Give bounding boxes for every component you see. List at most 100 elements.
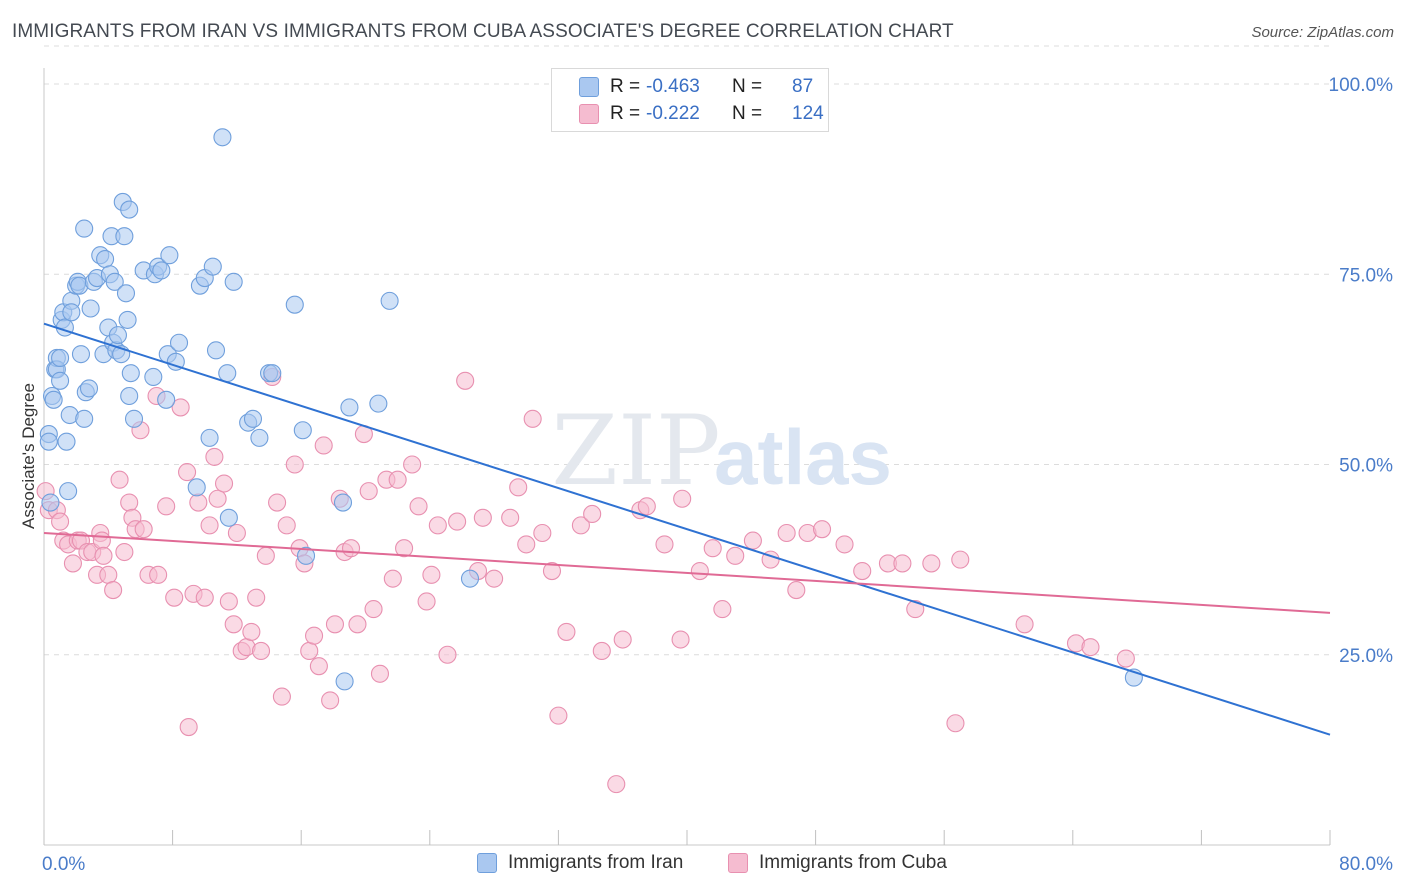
y-tick-label-25: 25.0% <box>1339 646 1393 667</box>
iran-point-61 <box>200 428 219 447</box>
iran-point-17 <box>62 303 81 322</box>
legend-label-cuba: Immigrants from Cuba <box>759 852 947 873</box>
cuba-point-47 <box>256 546 275 565</box>
axes <box>43 68 1331 846</box>
stats-row-iran: R = -0.463 N = 87 <box>552 74 828 100</box>
iran-point-14 <box>59 482 78 501</box>
cuba-point-50 <box>272 687 291 706</box>
iran-point-73 <box>285 295 304 314</box>
cuba-point-108 <box>777 523 796 543</box>
cuba-point-106 <box>743 531 762 550</box>
cuba-point-74 <box>409 497 428 516</box>
iran-point-81 <box>460 569 480 588</box>
iran-point-45 <box>120 386 139 406</box>
cuba-point-116 <box>906 600 925 619</box>
cuba-point-34 <box>195 588 214 607</box>
tick-labels: 25.0% 50.0% 75.0% 100.0% 0.0% 80.0% <box>42 75 1393 875</box>
cuba-point-64 <box>348 615 367 634</box>
cuba-point-56 <box>305 626 324 645</box>
stats-legend: R = -0.463 N = 87 R = -0.222 N = 124 <box>551 68 829 132</box>
cuba-point-44 <box>242 622 261 641</box>
cuba-point-96 <box>613 630 632 649</box>
cuba-point-66 <box>359 482 378 501</box>
cuba-point-91 <box>557 622 576 641</box>
legend-item-iran[interactable]: Immigrants from Iran <box>477 852 683 874</box>
iran-point-58 <box>187 478 206 497</box>
cuba-point-67 <box>364 600 383 619</box>
cuba-point-102 <box>690 561 709 581</box>
cuba-point-104 <box>713 600 732 619</box>
cuba-point-82 <box>473 508 492 527</box>
cuba-point-103 <box>703 539 722 558</box>
iran-point-22 <box>75 409 94 428</box>
iran-point-43 <box>118 310 137 329</box>
n-value: 87 <box>792 76 814 97</box>
iran-point-55 <box>160 246 179 265</box>
cuba-point-115 <box>893 554 912 573</box>
y-tick-label-50: 50.0% <box>1339 456 1393 477</box>
iran-point-41 <box>115 227 134 246</box>
iran-point-77 <box>333 493 353 512</box>
iran-point-21 <box>71 345 91 364</box>
legend-item-cuba[interactable]: Immigrants from Cuba <box>728 852 947 874</box>
cuba-point-41 <box>227 523 246 543</box>
legend-label-iran: Immigrants from Iran <box>508 852 684 873</box>
cuba-point-87 <box>523 409 542 428</box>
iran-point-9 <box>51 371 70 390</box>
cuba-point-95 <box>607 775 626 794</box>
cuba-point-60 <box>325 615 345 634</box>
iran-point-2 <box>41 493 60 512</box>
cuba-point-101 <box>673 489 692 508</box>
iran-point-36 <box>105 272 124 291</box>
iran-point-69 <box>243 409 263 428</box>
iran-point-1 <box>39 432 58 451</box>
cuba-point-73 <box>403 455 422 474</box>
cuba-point-88 <box>533 523 552 543</box>
watermark-zip: ZIP <box>551 395 720 507</box>
cuba-point-109 <box>787 581 806 600</box>
trend-lines <box>43 322 1331 736</box>
cuba-point-33 <box>189 493 208 512</box>
cuba-point-99 <box>655 535 674 554</box>
cuba-point-15 <box>99 565 118 584</box>
cuba-trend-line <box>43 531 1331 614</box>
y-tick-label-100: 100.0% <box>1329 75 1394 96</box>
cuba-point-83 <box>485 569 504 588</box>
iran-point-80 <box>380 291 399 310</box>
cuba-point-120 <box>1015 615 1034 634</box>
cuba-point-85 <box>509 478 528 497</box>
iran-point-79 <box>369 394 388 413</box>
cuba-point-29 <box>171 398 190 417</box>
cuba-point-92 <box>571 516 590 535</box>
cuba-point-45 <box>247 588 266 607</box>
iran-point-38 <box>108 326 127 345</box>
cuba-point-72 <box>395 539 414 558</box>
iran-point-66 <box>219 508 238 527</box>
n-label: N = <box>732 76 763 97</box>
cuba-point-16 <box>104 581 123 600</box>
cuba-point-36 <box>205 447 224 466</box>
cuba-point-52 <box>285 455 304 474</box>
n-label: N = <box>732 103 763 124</box>
cuba-point-79 <box>448 512 467 531</box>
iran-point-70 <box>250 428 269 447</box>
cuba-point-30 <box>178 463 197 482</box>
iran-point-42 <box>116 284 136 303</box>
cuba-point-39 <box>219 592 238 611</box>
cuba-point-105 <box>726 546 745 565</box>
cuba-point-94 <box>592 641 611 660</box>
chart-title: IMMIGRANTS FROM IRAN VS IMMIGRANTS FROM … <box>12 21 954 42</box>
n-value: 124 <box>792 103 824 124</box>
cuba-point-122 <box>1081 638 1100 657</box>
cuba-point-38 <box>214 474 234 493</box>
cuba-point-27 <box>157 497 176 516</box>
cuba-point-59 <box>321 691 340 710</box>
cuba-point-76 <box>422 565 441 584</box>
iran-point-31 <box>96 249 115 269</box>
iran-point-8 <box>51 348 70 368</box>
iran-point-63 <box>206 341 226 360</box>
iran-legend-swatch <box>477 853 497 873</box>
cuba-point-49 <box>268 493 287 512</box>
cuba-point-19 <box>120 493 139 512</box>
cuba-point-58 <box>314 436 333 455</box>
